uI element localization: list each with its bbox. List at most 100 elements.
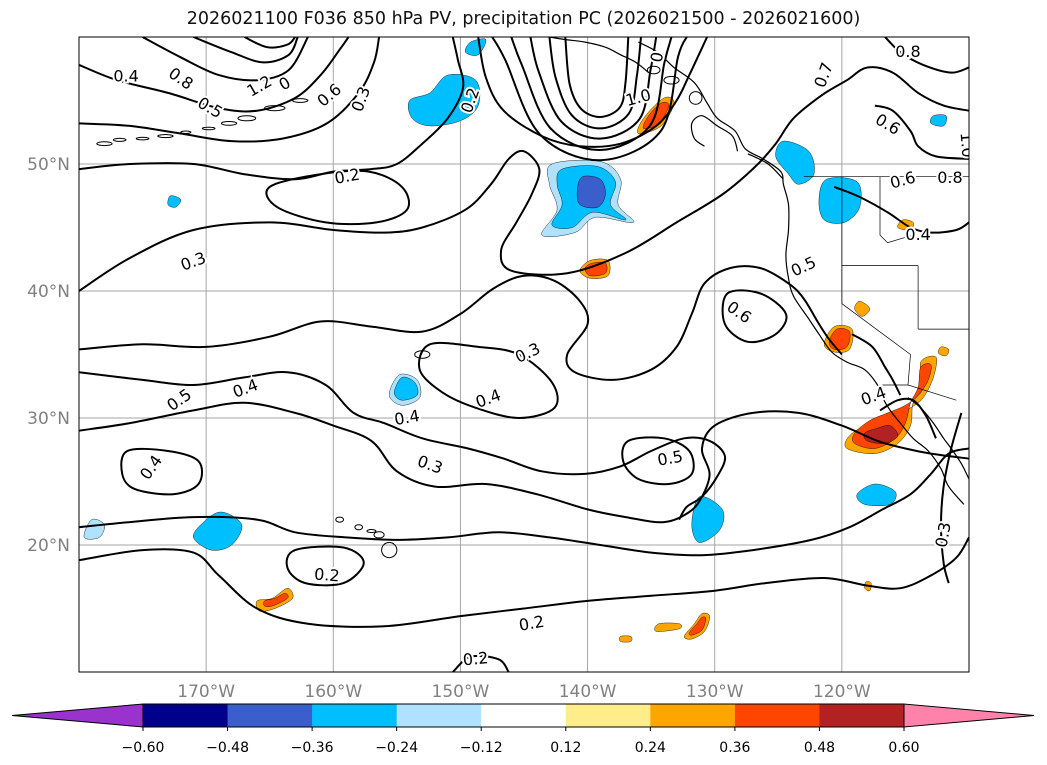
pv-contour (79, 66, 969, 292)
pv-contour (193, 37, 299, 64)
positive-precip-area (263, 593, 289, 607)
coastline (747, 153, 784, 180)
pv-contour (529, 37, 658, 140)
island-outline (237, 115, 257, 122)
colorbar-tick-label: −0.24 (375, 740, 418, 756)
contour-value-label: 0 (276, 73, 294, 95)
negative-precip-area (856, 483, 897, 507)
island-outline (112, 137, 127, 142)
coastline (690, 115, 739, 152)
contour-value-label: 0.5 (656, 447, 684, 470)
pv-contour (491, 37, 688, 162)
lon-tick-label: 120°W (813, 682, 871, 702)
colorbar-outline (142, 703, 905, 728)
island-outline (220, 121, 238, 126)
pv-contour (452, 654, 510, 672)
pv-contour (79, 37, 465, 181)
contour-value-label: 0.4 (393, 406, 421, 429)
island-outline (414, 350, 431, 359)
island-outline (663, 75, 680, 85)
island-outline (335, 516, 345, 523)
colorbar-segment (143, 704, 229, 727)
contour-value-label: 0.7 (810, 60, 837, 90)
contour-value-label: 0 (647, 51, 667, 64)
positive-precip-area (938, 346, 950, 357)
colorbar-tick-label: −0.36 (291, 740, 334, 756)
negative-precip-area (818, 177, 862, 224)
contour-value-label: 0.3 (512, 339, 543, 367)
contour-value-label: 1.0 (956, 131, 977, 158)
negative-precip-area (775, 140, 815, 185)
colorbar: −0.60 −0.48 −0.36 −0.24 −0.12 0.12 0.24 0.36 0.4… (11, 703, 1035, 756)
pv-contour (79, 371, 727, 521)
contour-value-label: 0.5 (788, 252, 819, 280)
contour-value-label: 0.6 (723, 297, 755, 327)
contour-value-label: 0.8 (937, 168, 962, 187)
colorbar-segment (481, 704, 567, 727)
map-frame (78, 36, 970, 673)
negative-precip-area (930, 114, 947, 127)
pv-contour (79, 265, 843, 381)
pv-contour (884, 37, 969, 74)
pv-contour (548, 37, 642, 130)
pv-contour (564, 37, 630, 119)
contour-value-label: 0.6 (872, 110, 904, 139)
contour-value-label: 0.2 (462, 648, 489, 669)
colorbar-tick-label: −0.60 (122, 740, 165, 756)
negative-precip-area (83, 518, 105, 540)
colorbar-tick-label: −0.12 (460, 740, 503, 756)
pv-contour (874, 104, 969, 160)
pv-contour-labels: 0.4 0.80.51.2 0 0.6 0.30.20.30.5 0.40.40.40.3… (111, 40, 977, 671)
colorbar-segment (819, 704, 905, 727)
island-outline (180, 130, 192, 134)
colorbar-segment (396, 704, 482, 727)
island-outline (688, 91, 703, 105)
contour-value-label: 0.4 (858, 383, 888, 410)
island-outline (646, 65, 661, 75)
pv-contour (621, 436, 695, 486)
map-title: 2026021100 F036 850 hPa PV, precipitatio… (186, 9, 861, 29)
negative-precip-area (465, 38, 487, 56)
pv-contour (79, 447, 969, 557)
colorbar-tick-label: 0.60 (888, 740, 919, 756)
lat-tick-label: 30°N (27, 409, 70, 429)
colorbar-extend-low (11, 703, 144, 728)
pv-contour (265, 169, 410, 226)
positive-precip-area (619, 635, 633, 643)
contour-value-label: 1.2 (244, 71, 276, 100)
contour-value-label: 0.2 (313, 564, 340, 585)
positive-precip-area (688, 616, 707, 636)
longitude-tick-labels: 170°W 160°W 150°W 140°W 130°W 120°W (177, 682, 871, 702)
island-outline (157, 133, 174, 139)
contour-value-label: 0.6 (888, 168, 918, 193)
coastline (638, 41, 965, 505)
pv-contours (79, 37, 969, 672)
colorbar-segment (565, 704, 651, 727)
pv-contour (79, 401, 969, 524)
lon-tick-label: 140°W (559, 682, 617, 702)
contour-value-label: 0.8 (165, 63, 197, 93)
pv-contour (142, 37, 309, 82)
contour-value-label: 0.4 (113, 66, 138, 85)
island-outline (373, 531, 385, 539)
lon-tick-label: 130°W (686, 682, 744, 702)
colorbar-tick-label: 0.48 (804, 740, 835, 756)
pv-contour (79, 37, 350, 113)
negative-precip-area (167, 195, 182, 208)
pv-contour (285, 545, 365, 587)
pv-contour (79, 37, 381, 143)
colorbar-tick-label: 0.12 (550, 740, 581, 756)
contour-value-label: 0.4 (136, 451, 166, 483)
colorbar-segment (227, 704, 313, 727)
latitude-tick-labels: 50°N 40°N 30°N 20°N (27, 155, 70, 556)
lon-tick-label: 160°W (304, 682, 362, 702)
pv-contour (721, 289, 788, 344)
colorbar-tick-label: 0.36 (719, 740, 750, 756)
colorbar-segment (312, 704, 398, 727)
pv-contour (120, 447, 204, 496)
island-outline (381, 541, 398, 559)
negative-precip-area (407, 74, 481, 127)
precipitation-fill (83, 38, 950, 643)
contour-value-label: 0.8 (895, 42, 920, 61)
